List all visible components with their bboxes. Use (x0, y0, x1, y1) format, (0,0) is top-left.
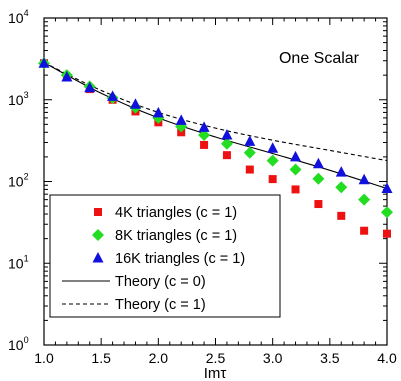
diamond-data-point (198, 129, 211, 142)
triangle-data-point (244, 135, 256, 146)
theory-c0-line (43, 62, 388, 190)
square-data-point (200, 140, 209, 149)
square-data-point (268, 175, 277, 184)
y-tick-base: 10 (8, 10, 24, 26)
x-tick-label: 1.0 (34, 350, 54, 366)
y-tick-label: 101 (8, 253, 29, 271)
x-tick-label: 2.0 (149, 350, 169, 366)
square-data-point (222, 151, 231, 160)
triangle-data-point (267, 142, 279, 153)
diamond-data-point (289, 163, 302, 176)
x-tick-label: 3.0 (263, 350, 283, 366)
y-tick-label: 102 (8, 172, 29, 190)
y-tick-label: 100 (8, 335, 29, 353)
triangle-data-point (61, 70, 73, 82)
theory-c1-line (43, 62, 388, 162)
annotation-label: One Scalar (279, 50, 360, 67)
diamond-data-point (335, 181, 348, 194)
y-tick-label: 104 (8, 8, 29, 26)
y-tick-base: 10 (8, 337, 24, 353)
x-axis-label: Imτ (204, 365, 227, 381)
x-tick-label: 1.5 (91, 350, 111, 366)
theory-lines (43, 62, 388, 190)
square-data-point (291, 185, 300, 194)
y-tick-exponent: 0 (24, 335, 29, 345)
square-data-point (245, 165, 254, 174)
y-tick-base: 10 (8, 92, 24, 108)
square-data-point (314, 200, 323, 209)
diamond-data-point (266, 154, 279, 167)
triangle-data-point (152, 106, 164, 118)
triangle-data-point (335, 166, 347, 177)
triangle-data-point (38, 57, 50, 68)
x-tick-label: 3.5 (320, 350, 340, 366)
x-tick-label: 4.0 (377, 350, 397, 366)
y-tick-label: 103 (8, 90, 29, 108)
square-data-point (383, 229, 391, 238)
diamond-data-point (220, 137, 233, 150)
diamond-data-point (358, 193, 371, 206)
diamond-data-point (243, 146, 256, 159)
triangle-data-point (312, 157, 324, 169)
legend-box (49, 194, 281, 318)
diamond-data-point (312, 172, 325, 185)
y-tick-exponent: 4 (24, 8, 29, 18)
legend-label: 16K triangles (c = 1) (115, 251, 245, 267)
legend-square-marker (94, 208, 102, 216)
y-tick-exponent: 2 (24, 172, 29, 182)
triangle-data-point (221, 129, 233, 140)
square-data-point (337, 211, 346, 220)
legend-items: 4K triangles (c = 1) 8K triangles (c = 1)… (62, 205, 245, 313)
diamond-data-point (381, 206, 393, 219)
legend-triangle-marker (92, 252, 104, 263)
triangle-data-point (358, 173, 370, 185)
triangle-data-point (84, 81, 96, 93)
triangle-data-point (107, 90, 119, 101)
square-data-point (360, 226, 369, 235)
y-tick-exponent: 1 (24, 253, 29, 263)
legend-label: 4K triangles (c = 1) (115, 205, 237, 221)
x-tick-label: 2.5 (206, 350, 226, 366)
legend-diamond-marker (92, 229, 104, 241)
triangle-data-point (175, 114, 187, 125)
legend-label: 8K triangles (c = 1) (115, 228, 237, 244)
triangle-data-point (290, 150, 302, 162)
legend: 4K triangles (c = 1) 8K triangles (c = 1)… (49, 194, 281, 318)
legend-label: Theory (c = 0) (115, 274, 206, 290)
ticks (43, 17, 388, 346)
triangle-data-point (198, 121, 210, 132)
triangle-data-point (129, 98, 141, 109)
y-tick-base: 10 (8, 174, 24, 190)
data-markers (38, 57, 393, 238)
y-tick-base: 10 (8, 255, 24, 271)
y-tick-exponent: 3 (24, 90, 29, 100)
triangle-data-point (381, 182, 393, 194)
legend-label: Theory (c = 1) (115, 297, 206, 313)
